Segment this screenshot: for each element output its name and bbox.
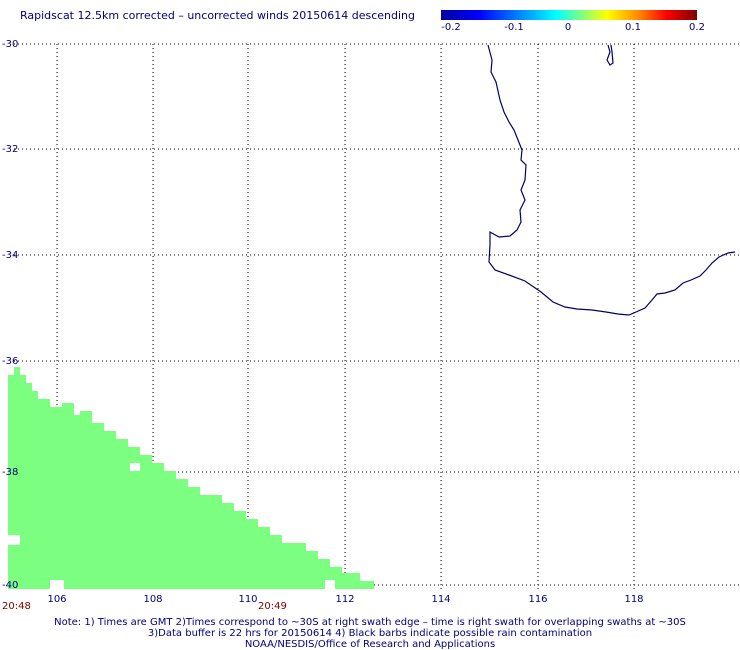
colorbar-label: -0.1	[504, 22, 524, 33]
colorbar	[441, 10, 697, 20]
colorbar-label: 0	[564, 22, 572, 33]
map-title: Rapidscat 12.5km corrected – uncorrected…	[20, 9, 416, 22]
coastline	[606, 44, 614, 66]
colorbar-label: -0.2	[441, 22, 461, 33]
y-tick-label: -36	[2, 356, 19, 367]
y-tick-label: -38	[2, 467, 19, 478]
time-label: 20:48	[2, 601, 31, 612]
footnote-line: NOAA/NESDIS/Office of Research and Appli…	[244, 639, 496, 650]
swath-gap	[50, 580, 64, 589]
time-label: 20:49	[258, 601, 287, 612]
swath-gap	[130, 463, 140, 471]
y-tick-label: -34	[2, 250, 19, 261]
x-tick-label: 114	[431, 594, 451, 605]
swath-area	[8, 367, 374, 589]
x-tick-label: 106	[47, 594, 67, 605]
y-tick-label: -40	[2, 580, 19, 591]
footnote-line: 3)Data buffer is 22 hrs for 20150614 4) …	[147, 628, 593, 639]
x-tick-label: 108	[143, 594, 163, 605]
x-tick-label: 110	[238, 594, 258, 605]
swath-gap	[8, 535, 20, 545]
footnote-line: Note: 1) Times are GMT 2)Times correspon…	[54, 617, 686, 628]
coastline	[487, 44, 736, 316]
x-tick-label: 116	[528, 594, 548, 605]
colorbar-label: 0.1	[625, 22, 641, 33]
x-tick-label: 112	[335, 594, 355, 605]
x-tick-label: 118	[624, 594, 644, 605]
y-tick-label: -30	[2, 39, 19, 50]
swath-gap	[325, 580, 335, 589]
wind-swath	[8, 367, 374, 589]
y-tick-label: -32	[2, 144, 19, 155]
colorbar-label: 0.2	[689, 22, 705, 33]
